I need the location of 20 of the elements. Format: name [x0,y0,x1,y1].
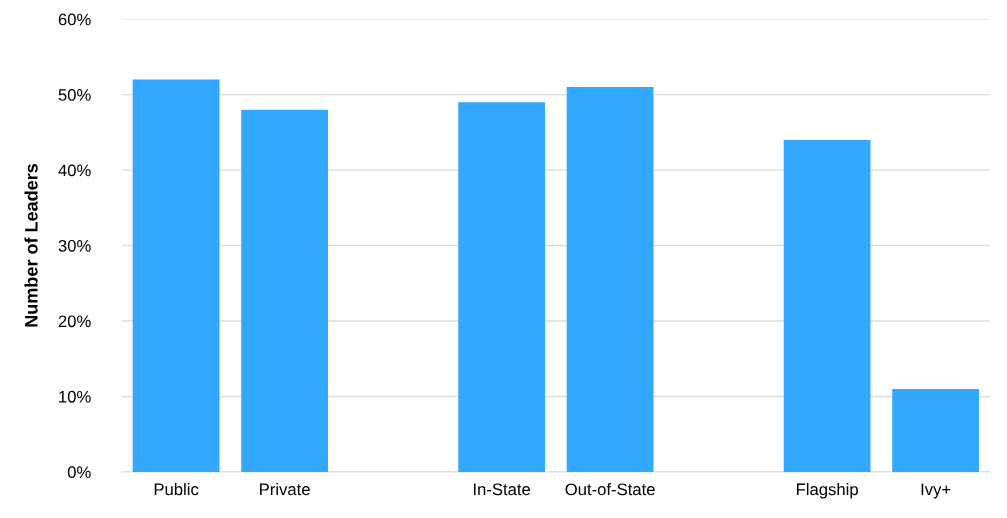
x-tick-label: Flagship [797,483,858,499]
y-tick-label: 60% [58,13,91,26]
y-axis-title: Number of Leaders [24,164,38,327]
y-tick-label: 10% [59,390,91,403]
x-tick-label: Out-of-State [565,483,655,496]
x-tick-label: In-State [473,483,531,496]
x-tick-label: Public [154,483,199,496]
y-tick-label: 30% [58,239,91,252]
x-tick-label: Ivy+ [921,483,951,499]
y-tick-label: 40% [58,164,91,177]
bar [566,87,654,472]
bar [783,139,871,472]
y-tick-label: 0% [67,466,91,479]
y-tick-label: 20% [58,315,91,328]
bar [132,79,220,472]
y-tick-label: 50% [58,89,91,101]
bar [892,388,980,472]
x-tick-label: Private [260,483,310,496]
bar [241,109,329,472]
bar [458,102,546,472]
